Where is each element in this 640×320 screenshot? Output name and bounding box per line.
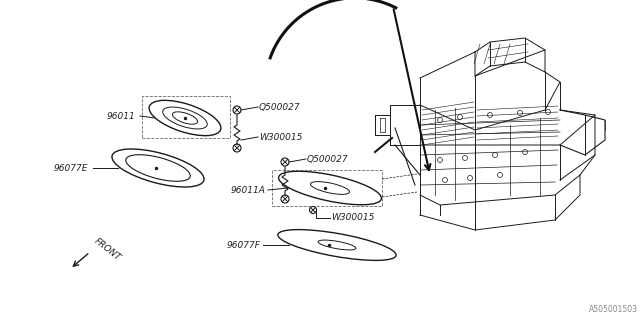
- Text: 96011A: 96011A: [230, 186, 265, 195]
- Text: Q500027: Q500027: [307, 155, 349, 164]
- Text: Q500027: Q500027: [259, 102, 301, 111]
- Text: FRONT: FRONT: [93, 236, 123, 262]
- Text: 96077E: 96077E: [54, 164, 88, 172]
- Text: 96011: 96011: [106, 111, 135, 121]
- Text: 96077F: 96077F: [226, 241, 260, 250]
- Text: W300015: W300015: [331, 213, 374, 222]
- Text: W300015: W300015: [259, 132, 302, 141]
- Text: A505001503: A505001503: [589, 305, 638, 314]
- Bar: [142, 96, 230, 138]
- Bar: [272, 170, 382, 206]
